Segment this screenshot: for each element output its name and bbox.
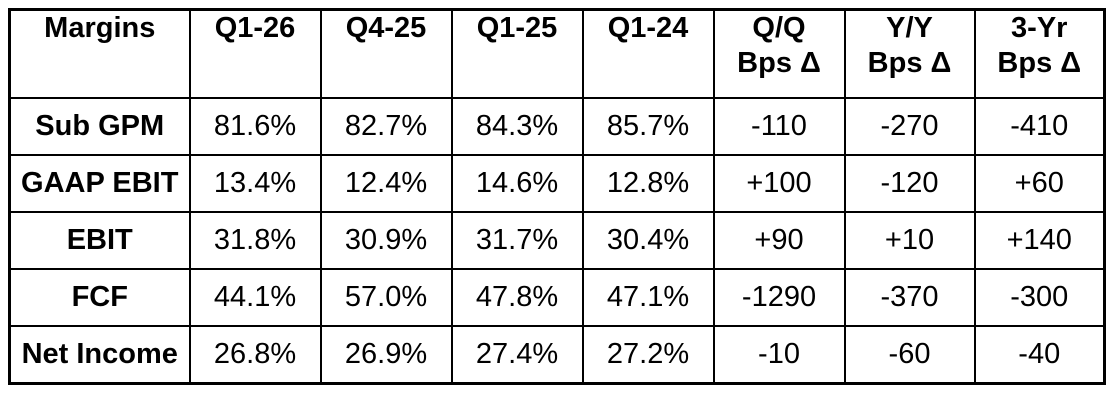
data-cell: -410 bbox=[973, 97, 1106, 156]
data-cell: 30.4% bbox=[581, 211, 715, 270]
table-row-ebit: EBIT 31.8% 30.9% 31.7% 30.4% +90 +10 +14… bbox=[8, 211, 1106, 270]
data-cell: 82.7% bbox=[319, 97, 453, 156]
data-cell: 13.4% bbox=[188, 154, 322, 213]
data-cell: -10 bbox=[712, 325, 846, 385]
data-cell: +60 bbox=[973, 154, 1106, 213]
col-header-sublabel: Bps Δ bbox=[737, 47, 821, 79]
col-header-q1-26: Q1-26 bbox=[188, 8, 322, 99]
col-header-label: Q1-24 bbox=[607, 12, 689, 44]
col-header-qq-bps: Q/Q Bps Δ bbox=[712, 8, 846, 99]
col-header-label: Margins bbox=[44, 12, 156, 44]
col-header-label: Q1-26 bbox=[214, 12, 296, 44]
data-cell: 44.1% bbox=[188, 268, 322, 327]
data-cell: 12.4% bbox=[319, 154, 453, 213]
data-cell: 31.7% bbox=[450, 211, 584, 270]
data-cell: 14.6% bbox=[450, 154, 584, 213]
col-header-margins: Margins bbox=[8, 8, 191, 99]
col-header-q4-25: Q4-25 bbox=[319, 8, 453, 99]
col-header-sublabel: Bps Δ bbox=[997, 47, 1082, 79]
col-header-label: Q1-25 bbox=[476, 12, 558, 44]
data-cell: 57.0% bbox=[319, 268, 453, 327]
row-label-net-income: Net Income bbox=[8, 325, 191, 385]
data-cell: +10 bbox=[843, 211, 976, 270]
data-cell: -370 bbox=[843, 268, 976, 327]
data-cell: -1290 bbox=[712, 268, 846, 327]
data-cell: 81.6% bbox=[188, 97, 322, 156]
table-row-fcf: FCF 44.1% 57.0% 47.8% 47.1% -1290 -370 -… bbox=[8, 268, 1106, 327]
data-cell: -110 bbox=[712, 97, 846, 156]
row-label-gaap-ebit: GAAP EBIT bbox=[8, 154, 191, 213]
col-header-q1-25: Q1-25 bbox=[450, 8, 584, 99]
col-header-label: Q/Q bbox=[752, 12, 806, 44]
data-cell: 27.4% bbox=[450, 325, 584, 385]
data-cell: 47.1% bbox=[581, 268, 715, 327]
data-cell: 84.3% bbox=[450, 97, 584, 156]
col-header-label: 3-Yr bbox=[1011, 12, 1068, 44]
data-cell: +140 bbox=[973, 211, 1106, 270]
data-cell: +90 bbox=[712, 211, 846, 270]
data-cell: +100 bbox=[712, 154, 846, 213]
data-cell: 85.7% bbox=[581, 97, 715, 156]
margins-table: Margins Q1-26 Q4-25 Q1-25 Q1-24 Q/Q Bps … bbox=[8, 8, 1106, 385]
data-cell: 12.8% bbox=[581, 154, 715, 213]
data-cell: -270 bbox=[843, 97, 976, 156]
data-cell: 47.8% bbox=[450, 268, 584, 327]
data-cell: -120 bbox=[843, 154, 976, 213]
col-header-label: Y/Y bbox=[886, 12, 933, 44]
col-header-sublabel: Bps Δ bbox=[867, 47, 952, 79]
col-header-q1-24: Q1-24 bbox=[581, 8, 715, 99]
col-header-3yr-bps: 3-Yr Bps Δ bbox=[973, 8, 1106, 99]
data-cell: -40 bbox=[973, 325, 1106, 385]
row-label-fcf: FCF bbox=[8, 268, 191, 327]
data-cell: -60 bbox=[843, 325, 976, 385]
data-cell: 26.9% bbox=[319, 325, 453, 385]
table-row-net-income: Net Income 26.8% 26.9% 27.4% 27.2% -10 -… bbox=[8, 325, 1106, 385]
row-label-sub-gpm: Sub GPM bbox=[8, 97, 191, 156]
data-cell: 26.8% bbox=[188, 325, 322, 385]
table-row-gaap-ebit: GAAP EBIT 13.4% 12.4% 14.6% 12.8% +100 -… bbox=[8, 154, 1106, 213]
data-cell: 30.9% bbox=[319, 211, 453, 270]
header-row: Margins Q1-26 Q4-25 Q1-25 Q1-24 Q/Q Bps … bbox=[8, 8, 1106, 99]
col-header-yy-bps: Y/Y Bps Δ bbox=[843, 8, 976, 99]
col-header-label: Q4-25 bbox=[345, 12, 427, 44]
row-label-ebit: EBIT bbox=[8, 211, 191, 270]
data-cell: 27.2% bbox=[581, 325, 715, 385]
data-cell: -300 bbox=[973, 268, 1106, 327]
table-row-sub-gpm: Sub GPM 81.6% 82.7% 84.3% 85.7% -110 -27… bbox=[8, 97, 1106, 156]
data-cell: 31.8% bbox=[188, 211, 322, 270]
